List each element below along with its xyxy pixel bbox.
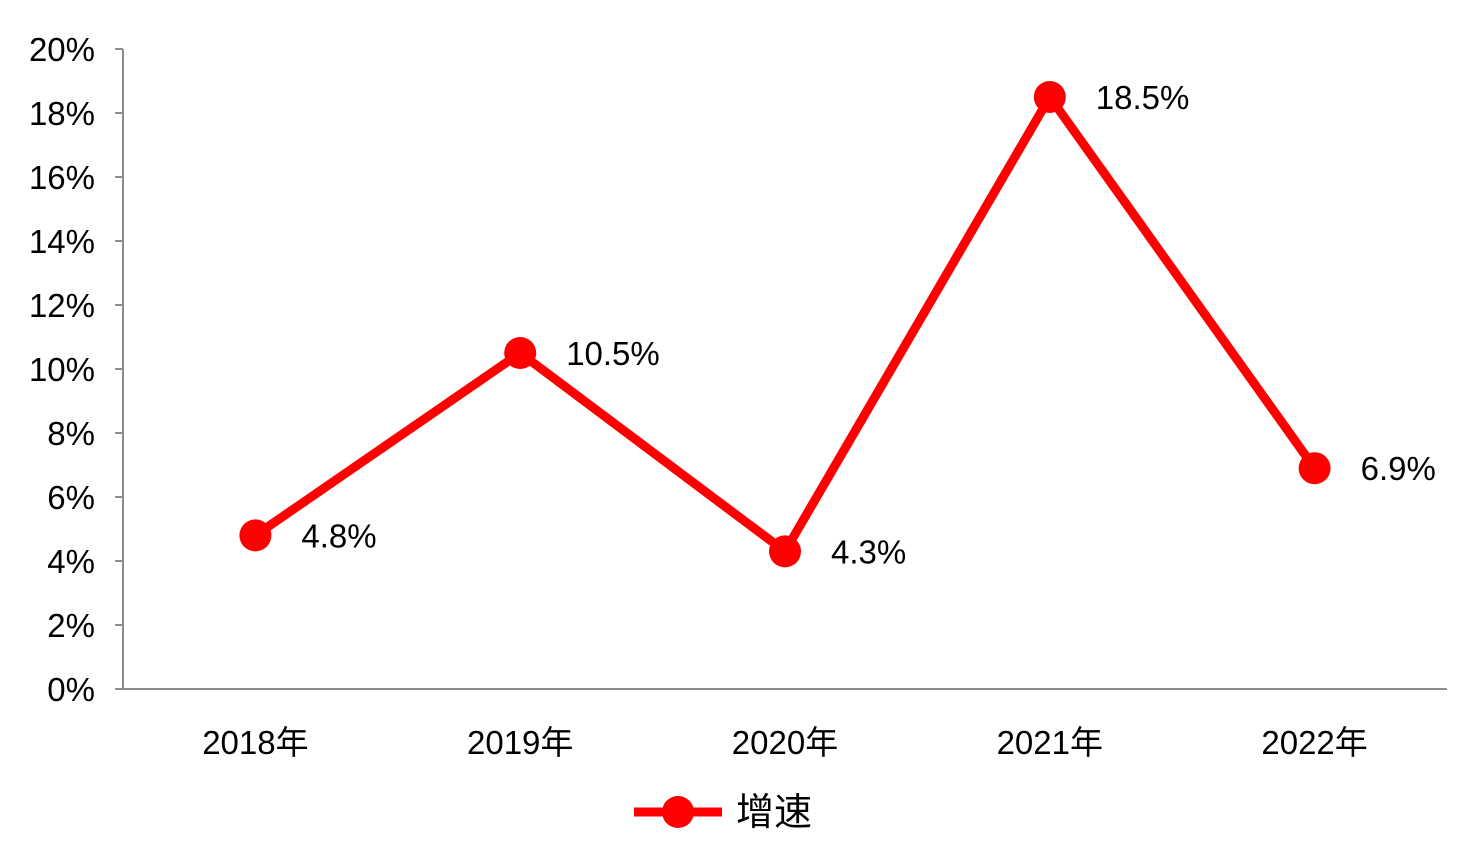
y-tick-label: 16% [29,159,95,196]
x-axis: 2018年 2019年 2020年 2021年 2022年 [123,688,1447,761]
y-axis: 0% 2% 4% 6% 8% 10% 12% 14% 16% 18% 20% [29,31,124,708]
y-tick-label: 10% [29,351,95,388]
y-tick-label: 8% [47,415,95,452]
data-label: 10.5% [566,335,660,372]
data-point-marker [504,337,537,369]
legend-label: 增速 [736,792,812,834]
x-tick-label: 2022年 [1261,724,1367,761]
x-tick-label: 2019年 [467,724,573,761]
series-layer: 4.8% 10.5% 4.3% 18.5% 6.9% [239,79,1436,570]
data-label: 6.9% [1361,450,1436,487]
data-point-marker [769,535,801,568]
x-tick-label: 2020年 [732,724,838,761]
y-tick-label: 6% [47,479,95,516]
data-label: 18.5% [1096,79,1190,116]
legend: 增速 [634,792,812,834]
y-tick-label: 2% [47,607,95,644]
y-tick-label: 20% [29,31,95,68]
x-tick-label: 2018年 [202,724,308,761]
data-label: 4.3% [831,533,906,570]
y-tick-label: 14% [29,223,95,260]
series-line [252,88,1319,559]
data-point-marker [1298,452,1331,485]
y-tick-label: 12% [29,287,95,324]
y-tick-label: 0% [47,671,95,708]
data-label: 4.8% [301,517,376,554]
y-tick-label: 4% [47,543,95,580]
y-tick-label: 18% [29,95,95,132]
x-tick-label: 2021年 [997,724,1103,761]
legend-marker [662,796,694,828]
data-point-marker [239,519,272,552]
data-point-marker [1033,81,1066,113]
